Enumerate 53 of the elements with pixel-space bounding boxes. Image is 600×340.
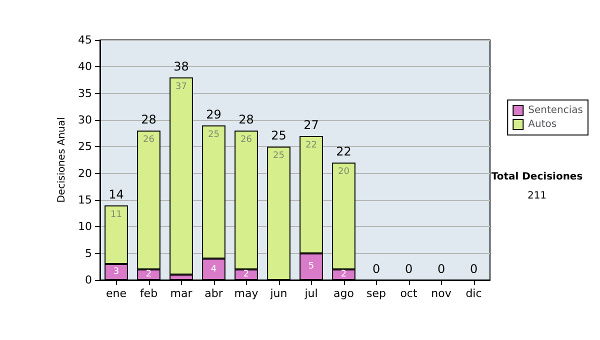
x-tick-label: oct [400,287,418,300]
text: 211 [527,190,547,202]
total-label: 0 [437,262,446,276]
data-label: 22 [306,140,317,150]
total-label: 27 [304,118,319,132]
data-label: 2 [340,270,347,280]
x-tick-label: ene [106,287,127,300]
data-label: 25 [273,151,284,162]
total-label: 29 [206,107,222,122]
legend-label: Sentencias [528,105,584,116]
legend-label: Autos [528,119,557,130]
y-tick-label: 35 [78,86,92,100]
total-label: 0 [470,262,478,276]
total-label: 22 [336,144,352,159]
x-tick-label: dic [466,287,482,300]
x-tick-label: may [234,287,259,300]
data-label: 2 [146,270,152,280]
data-label: 25 [208,130,220,140]
data-label: 20 [338,167,350,178]
data-label: 2 [243,270,250,280]
y-tick-label: 45 [78,34,92,46]
total-label: 28 [141,112,156,127]
total-label: 25 [271,128,286,143]
x-tick-label: ago [334,287,354,300]
x-tick-label: sep [366,287,386,300]
data-label: 3 [113,267,120,277]
x-tick-label: abr [204,287,224,300]
y-tick-label: 20 [78,166,92,180]
data-label: 26 [240,135,252,146]
x-tick-label: jun [269,287,288,300]
y-tick-label: 5 [85,246,92,260]
y-tick-label: 15 [78,194,92,206]
data-label: 11 [110,210,122,220]
x-tick-label: jul [304,287,318,300]
total-label: 38 [174,59,189,74]
y-tick-label: 10 [78,220,92,234]
x-tick-label: mar [170,287,193,300]
total-label: 28 [238,112,254,127]
y-tick-label: 0 [85,274,92,286]
data-label: 37 [176,82,187,92]
data-label: 26 [143,135,155,146]
x-tick-label: nov [431,287,452,300]
y-axis-title: Decisiones Anual [56,117,68,203]
total-label: 0 [404,262,413,276]
y-tick-label: 40 [78,60,92,74]
x-tick-label: feb [140,287,158,300]
data-label: 4 [210,264,217,274]
y-tick-label: 25 [78,140,92,154]
total-label: 14 [108,187,124,202]
y-tick-label: 30 [78,114,92,126]
text: Total Decisiones [491,172,583,182]
total-label: 0 [372,262,380,276]
data-label: 5 [308,262,314,272]
